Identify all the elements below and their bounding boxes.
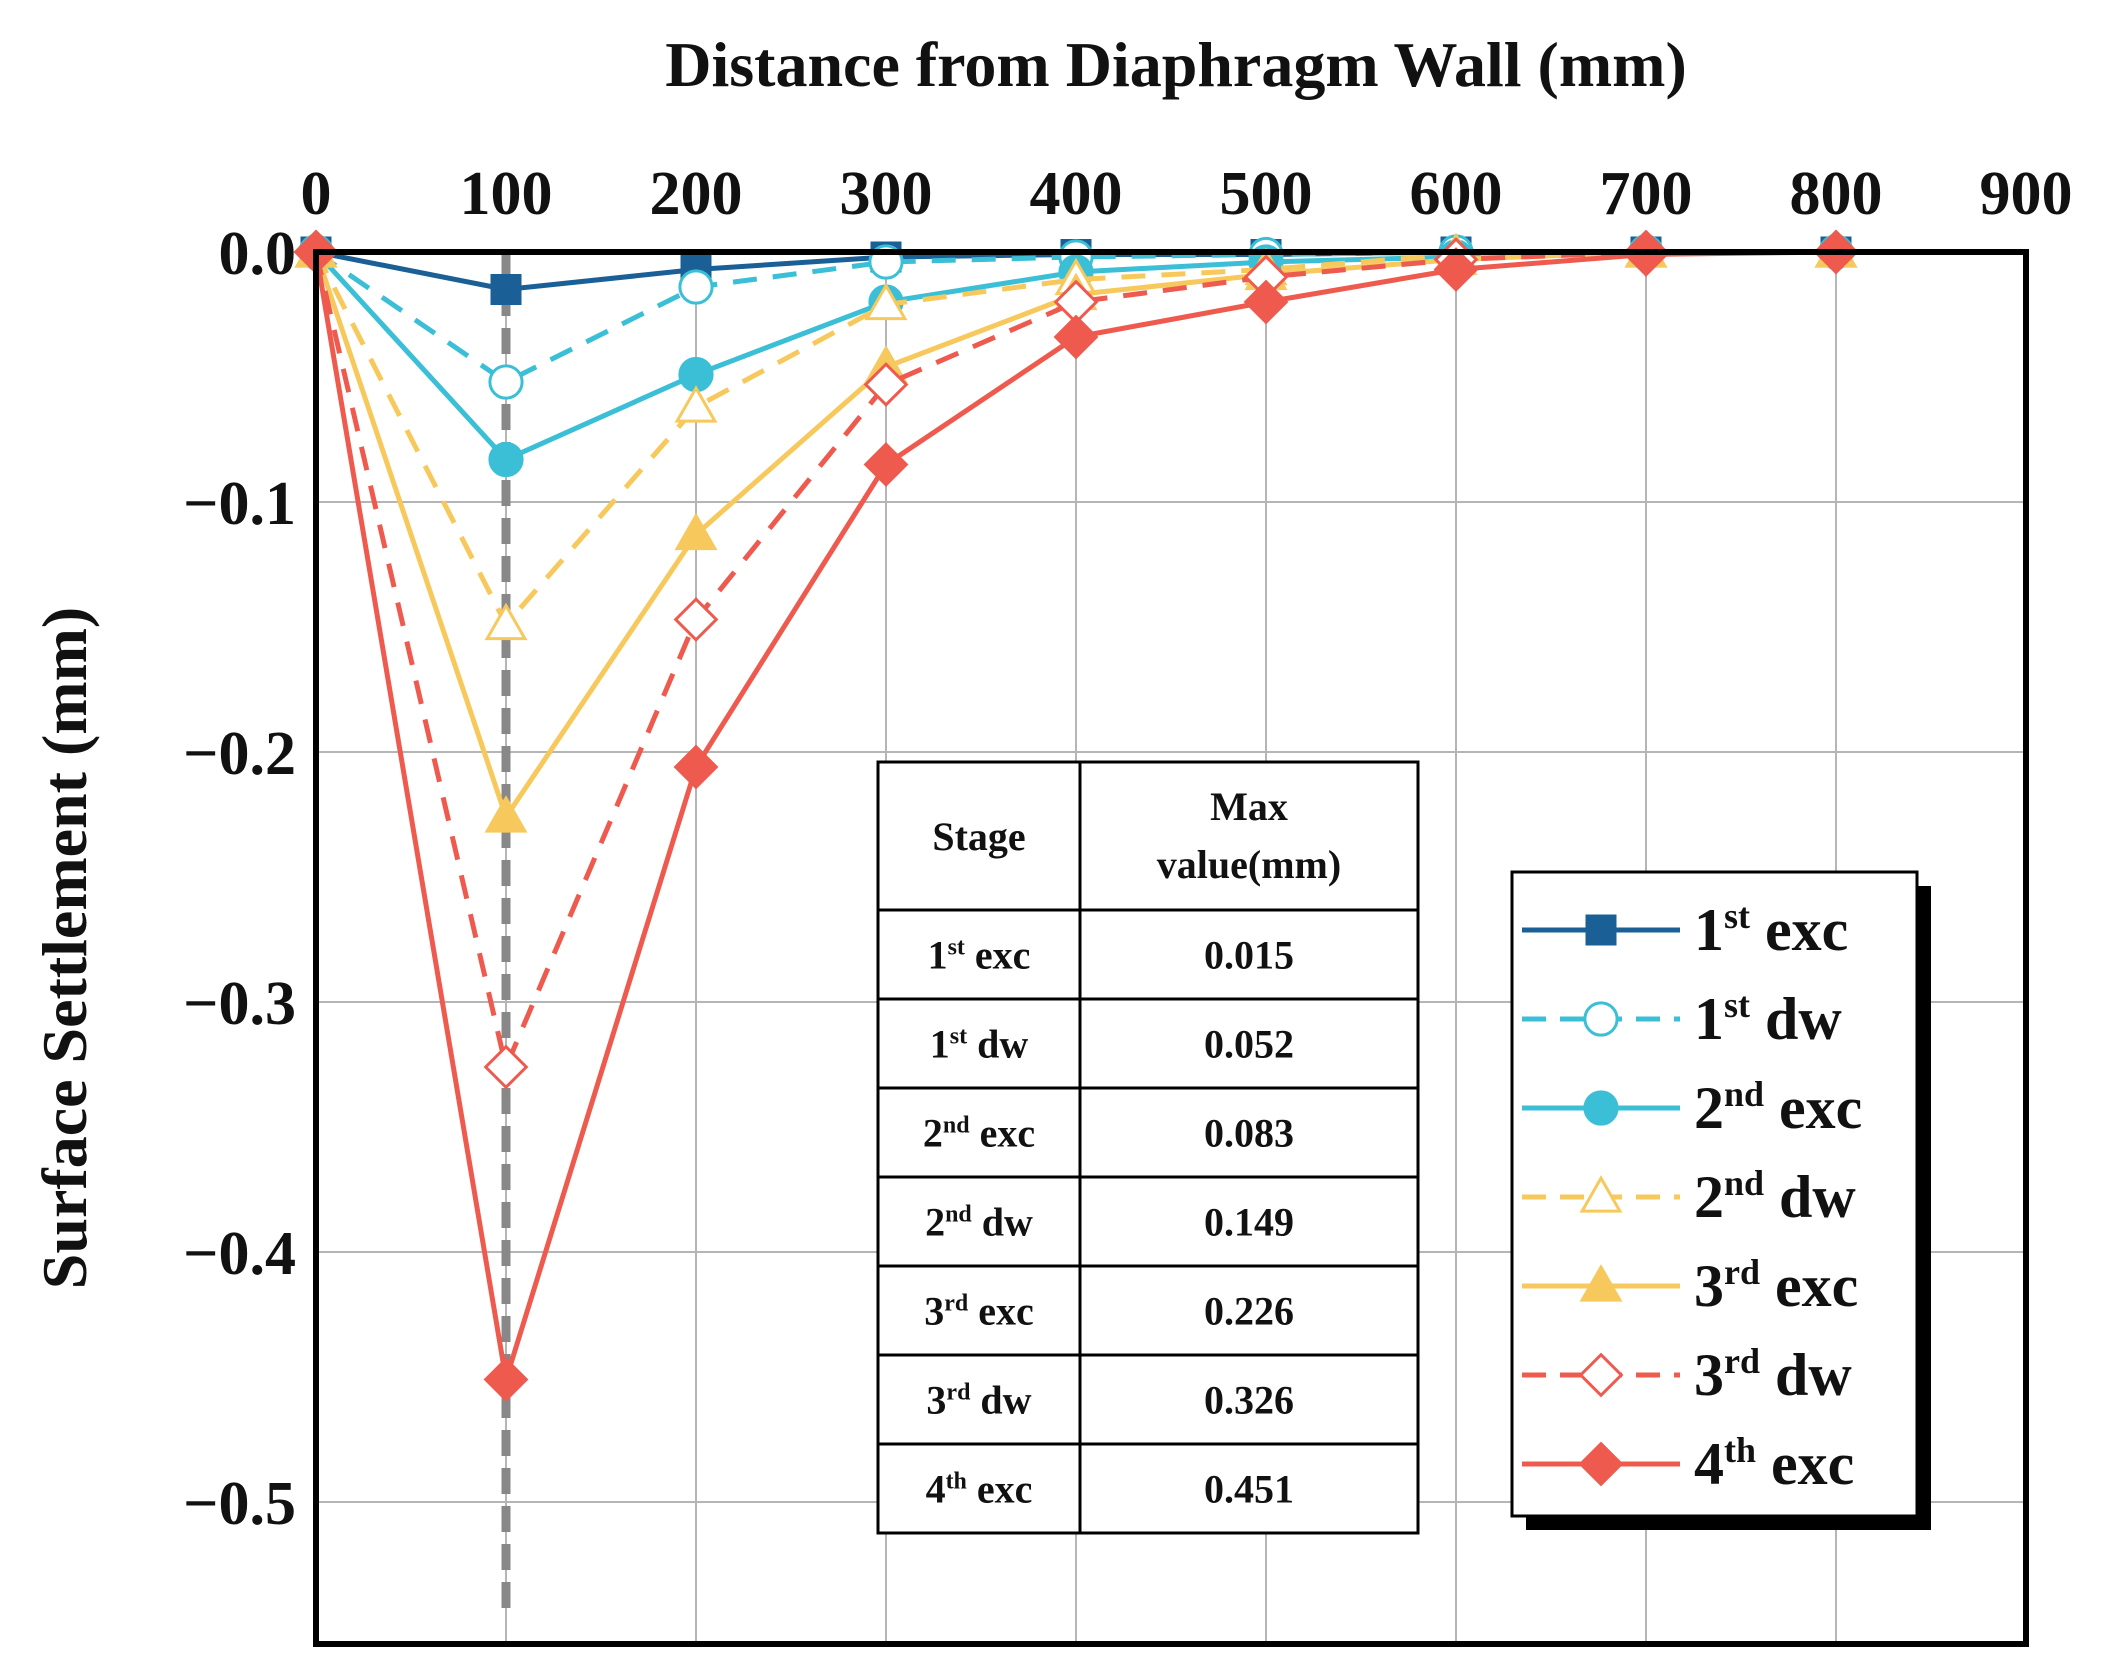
table-value-cell: 0.015 bbox=[1204, 933, 1294, 978]
legend-entry: 2nd dw bbox=[1522, 1163, 1856, 1230]
table-value-cell: 0.083 bbox=[1204, 1111, 1294, 1156]
x-tick-label: 100 bbox=[460, 160, 553, 228]
legend-entry: 3rd dw bbox=[1522, 1341, 1852, 1408]
table-value-cell: 0.226 bbox=[1204, 1289, 1294, 1334]
table-stage-cell: 2nd dw bbox=[925, 1200, 1033, 1245]
x-tick-label: 600 bbox=[1410, 160, 1503, 228]
x-tick-label: 700 bbox=[1600, 160, 1693, 228]
table-stage-cell: 3rd dw bbox=[926, 1378, 1031, 1423]
legend-marker bbox=[1579, 1175, 1623, 1213]
data-point bbox=[1433, 247, 1479, 292]
y-tick-labels: 0.0 −0.1 −0.2 −0.3 −0.4 −0.5 bbox=[183, 220, 296, 1538]
y-tick-label: −0.3 bbox=[183, 970, 296, 1038]
data-point bbox=[673, 597, 719, 642]
table-stage-cell: 3rd exc bbox=[924, 1289, 1034, 1334]
x-tick-label: 300 bbox=[840, 160, 933, 228]
legend-label: 3rd exc bbox=[1694, 1252, 1858, 1319]
legend-box bbox=[1510, 870, 1919, 1518]
table-stage-cell: 2nd exc bbox=[923, 1111, 1035, 1156]
table-stage-cell: 1st exc bbox=[928, 933, 1031, 978]
data-point bbox=[678, 269, 714, 305]
table-frame bbox=[876, 760, 1420, 1535]
legend-label: 2nd dw bbox=[1694, 1163, 1856, 1230]
data-point bbox=[484, 795, 528, 833]
legend-entry: 4th exc bbox=[1522, 1430, 1854, 1497]
legend-marker bbox=[1579, 1264, 1623, 1302]
data-point bbox=[674, 512, 718, 551]
legend-entry: 1st exc bbox=[1522, 896, 1848, 963]
legend-marker bbox=[1585, 914, 1617, 946]
table-header-max-line1: Max bbox=[1210, 784, 1288, 829]
table-value-cell: 0.149 bbox=[1204, 1200, 1294, 1245]
data-point bbox=[483, 1044, 529, 1090]
legend-label: 4th exc bbox=[1694, 1430, 1854, 1497]
data-point bbox=[864, 282, 908, 321]
x-tick-label: 800 bbox=[1790, 160, 1883, 228]
legend-marker bbox=[1578, 1441, 1624, 1487]
legend-label: 1st exc bbox=[1694, 896, 1848, 963]
plot-frame bbox=[313, 249, 2029, 1647]
legend-marker bbox=[1578, 1352, 1624, 1398]
data-point bbox=[674, 385, 718, 423]
table-header-max-line2: value(mm) bbox=[1157, 842, 1341, 887]
legend-label: 2nd exc bbox=[1694, 1074, 1862, 1141]
legend-entry: 1st dw bbox=[1522, 985, 1842, 1052]
table-header-stage: Stage bbox=[932, 814, 1025, 859]
x-axis-title: Distance from Diaphragm Wall (mm) bbox=[665, 29, 1687, 100]
max-value-table: Stage Max value(mm) 1st exc 0.015 1st dw 0.052… bbox=[876, 760, 1420, 1535]
legend: 1st exc 1st dw 2nd exc 2nd dw 3rd exc 3rd dw 4… bbox=[1510, 870, 1931, 1530]
y-tick-label: −0.4 bbox=[183, 1220, 296, 1288]
x-tick-label: 0 bbox=[301, 160, 332, 228]
legend-entry: 3rd exc bbox=[1522, 1252, 1858, 1319]
data-point bbox=[488, 441, 524, 478]
legend-marker bbox=[1583, 1090, 1619, 1126]
legend-label: 1st dw bbox=[1694, 985, 1842, 1052]
x-tick-label: 400 bbox=[1030, 160, 1123, 228]
data-point bbox=[863, 362, 909, 407]
legend-marker bbox=[1583, 1001, 1619, 1037]
y-tick-label: 0.0 bbox=[219, 220, 297, 288]
y-tick-label: −0.1 bbox=[183, 470, 296, 538]
x-tick-label: 500 bbox=[1220, 160, 1313, 228]
data-point bbox=[673, 744, 719, 790]
table-value-cell: 0.052 bbox=[1204, 1022, 1294, 1067]
table-value-cell: 0.326 bbox=[1204, 1378, 1294, 1423]
table-value-cell: 0.451 bbox=[1204, 1467, 1294, 1512]
y-axis-title: Surface Settlement (mm) bbox=[29, 607, 100, 1289]
data-point bbox=[483, 1357, 529, 1402]
x-tick-label: 200 bbox=[650, 160, 743, 228]
data-point bbox=[488, 364, 524, 400]
table-stage-cell: 4th exc bbox=[926, 1467, 1033, 1512]
x-tick-labels: 0 100 200 300 400 500 600 700 800 900 bbox=[301, 160, 2073, 228]
y-tick-label: −0.5 bbox=[183, 1470, 296, 1538]
table-stage-cell: 1st dw bbox=[930, 1022, 1029, 1067]
legend-label: 3rd dw bbox=[1694, 1341, 1852, 1408]
y-tick-label: −0.2 bbox=[183, 720, 296, 788]
data-point bbox=[1053, 314, 1099, 360]
legend-entry: 2nd exc bbox=[1522, 1074, 1862, 1141]
data-point bbox=[490, 274, 522, 305]
data-point bbox=[484, 602, 528, 641]
x-tick-label: 900 bbox=[1980, 160, 2073, 228]
data-point bbox=[1243, 279, 1289, 325]
data-point bbox=[863, 442, 909, 487]
